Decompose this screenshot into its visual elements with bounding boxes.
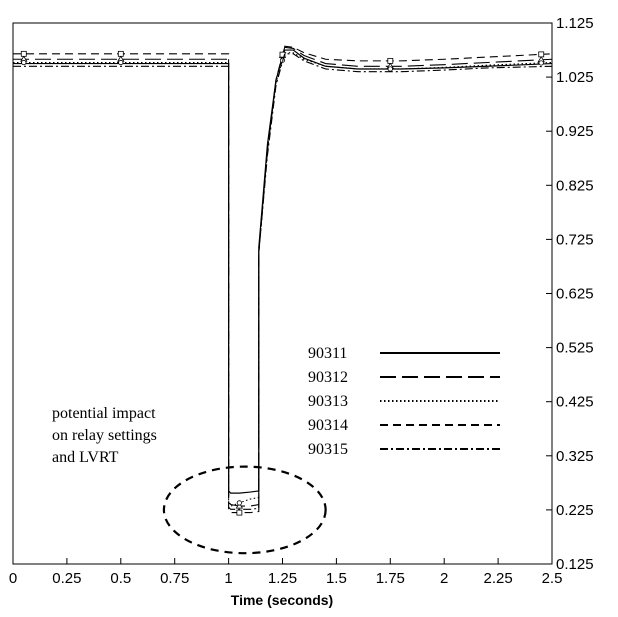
y-tick-label: 0.525 (556, 340, 594, 357)
plot-area (12, 22, 553, 565)
annotation-text-line: potential impact (52, 405, 156, 422)
x-tick-label: 1.5 (326, 570, 347, 587)
series-layer (13, 45, 553, 516)
series-line-90314 (13, 45, 553, 514)
x-tick-label: 2.5 (542, 570, 563, 587)
x-tick-label: 2.25 (483, 570, 512, 587)
y-tick-label: 0.225 (556, 502, 594, 519)
annotation-text-line: and LVRT (52, 449, 119, 466)
series-marker-90314 (117, 50, 124, 57)
legend: 90311 90312 90313 90314 90315 (308, 345, 500, 458)
x-tick-label: 1.75 (376, 570, 405, 587)
series-marker-90312 (235, 502, 244, 509)
legend-label-90311: 90311 (308, 345, 347, 362)
series-marker-90314 (538, 51, 545, 58)
y-tick-label: 0.625 (556, 286, 594, 303)
legend-label-90314: 90314 (308, 417, 348, 434)
y-axis: 0.125 0.225 0.325 0.425 0.525 0.625 0.725 0.825… (546, 15, 594, 573)
y-tick-label: 1.125 (556, 15, 594, 32)
y-tick-label: 0.325 (556, 448, 594, 465)
y-tick-label: 0.725 (556, 231, 594, 248)
x-tick-label: 2 (440, 570, 448, 587)
annotation: potential impact on relay settings and LVR… (52, 405, 327, 555)
legend-label-90315: 90315 (308, 441, 348, 458)
series-marker-90314 (236, 509, 243, 516)
y-tick-label: 0.425 (556, 394, 594, 411)
series-marker-90313 (118, 59, 124, 66)
x-tick-label: 0 (9, 570, 17, 587)
legend-label-90313: 90313 (308, 393, 348, 410)
annotation-text-line: on relay settings (52, 427, 157, 444)
x-tick-label: 1.25 (268, 570, 297, 587)
series-marker-90313 (21, 59, 27, 66)
x-tick-label: 0.75 (160, 570, 189, 587)
legend-label-90312: 90312 (308, 369, 348, 386)
x-axis: 0 0.25 0.5 0.75 1 1.25 1.5 1.75 2 2.25 2.5 (9, 558, 563, 587)
series-marker-90314 (20, 50, 27, 57)
series-marker-90313 (236, 500, 242, 506)
series-marker-90314 (387, 57, 394, 64)
x-axis-title: Time (seconds) (231, 592, 333, 608)
series-line-90315 (13, 53, 553, 510)
annotation-ellipse (162, 465, 327, 555)
y-tick-label: 0.125 (556, 556, 594, 573)
y-tick-label: 0.925 (556, 123, 594, 140)
y-tick-label: 1.025 (556, 69, 594, 86)
series-marker-90313 (538, 60, 544, 66)
x-tick-label: 1 (224, 570, 232, 587)
x-tick-label: 0.5 (110, 570, 131, 587)
x-tick-label: 0.25 (52, 570, 81, 587)
series-marker-90313 (387, 66, 393, 72)
y-tick-label: 0.825 (556, 177, 594, 194)
